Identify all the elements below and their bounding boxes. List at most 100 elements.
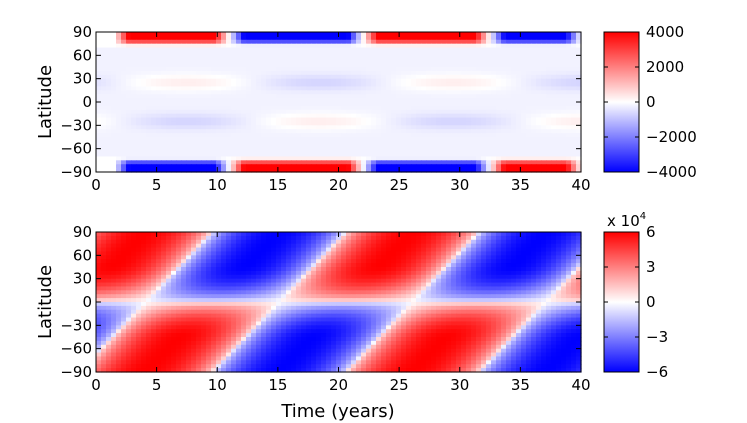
heatmap-cell xyxy=(221,86,227,91)
heatmap-cell xyxy=(251,251,257,256)
heatmap-cell xyxy=(261,247,267,253)
heatmap-cell xyxy=(271,90,277,95)
heatmap-cell xyxy=(271,113,277,119)
heatmap-cell xyxy=(146,140,152,146)
heatmap-cell xyxy=(336,121,342,126)
heatmap-cell xyxy=(536,39,542,45)
heatmap-cell xyxy=(251,32,257,37)
heatmap-cell xyxy=(206,156,212,161)
heatmap-cell xyxy=(286,168,292,173)
heatmap-cell xyxy=(231,74,237,80)
heatmap-cell xyxy=(561,39,567,45)
heatmap-cell xyxy=(416,109,422,115)
heatmap-cell xyxy=(396,86,402,91)
heatmap-cell xyxy=(526,232,532,237)
heatmap-cell xyxy=(336,282,342,288)
heatmap-cell xyxy=(481,263,487,268)
heatmap-cell xyxy=(236,63,242,68)
heatmap-cell xyxy=(531,152,537,158)
heatmap-cell xyxy=(141,282,147,288)
heatmap-cell xyxy=(341,247,347,253)
heatmap-cell xyxy=(556,113,562,119)
heatmap-cell xyxy=(531,55,537,60)
heatmap-cell xyxy=(121,129,127,134)
heatmap-cell xyxy=(106,39,112,45)
heatmap-cell xyxy=(316,235,322,241)
heatmap-cell xyxy=(331,105,337,111)
heatmap-cell xyxy=(236,270,242,276)
heatmap-cell xyxy=(531,47,537,53)
heatmap-cell xyxy=(211,74,217,80)
heatmap-cell xyxy=(256,82,262,88)
heatmap-cell xyxy=(171,152,177,158)
heatmap-cell xyxy=(311,70,317,76)
heatmap-cell xyxy=(571,82,577,88)
heatmap-cell xyxy=(196,86,202,91)
heatmap-cell xyxy=(381,86,387,91)
heatmap-cell xyxy=(451,70,457,76)
heatmap-cell xyxy=(256,35,262,41)
heatmap-cell xyxy=(106,35,112,41)
heatmap-cell xyxy=(176,63,182,68)
heatmap-cell xyxy=(411,263,417,268)
heatmap-cell xyxy=(121,144,127,150)
heatmap-cell xyxy=(396,47,402,53)
heatmap-cell xyxy=(566,168,572,173)
heatmap-cell xyxy=(131,152,137,158)
heatmap-cell xyxy=(411,98,417,103)
heatmap-cell xyxy=(471,86,477,91)
heatmap-cell xyxy=(296,74,302,80)
heatmap-cell xyxy=(256,274,262,280)
heatmap-cell xyxy=(171,239,177,245)
heatmap-cell xyxy=(176,86,182,91)
heatmap-cell xyxy=(281,70,287,76)
heatmap-cell xyxy=(206,55,212,60)
heatmap-cell xyxy=(561,43,567,49)
heatmap-cell xyxy=(256,129,262,134)
heatmap-cell xyxy=(431,270,437,276)
heatmap-cell xyxy=(426,94,432,99)
heatmap-cell xyxy=(556,125,562,130)
heatmap-cell xyxy=(266,259,272,264)
heatmap-cell xyxy=(466,121,472,126)
heatmap-cell xyxy=(111,152,117,158)
heatmap-cell xyxy=(221,55,227,60)
heatmap-cell xyxy=(106,144,112,150)
heatmap-cell xyxy=(391,137,397,142)
heatmap-cell xyxy=(376,259,382,264)
heatmap-cell xyxy=(351,152,357,158)
heatmap-cell xyxy=(426,232,432,237)
heatmap-cell xyxy=(541,121,547,126)
heatmap-cell xyxy=(346,67,352,72)
heatmap-cell xyxy=(406,133,412,138)
heatmap-cell xyxy=(231,156,237,161)
heatmap-cell xyxy=(96,94,102,99)
heatmap-cell xyxy=(146,129,152,134)
heatmap-cell xyxy=(156,168,162,173)
heatmap-cell xyxy=(391,78,397,84)
heatmap-cell xyxy=(481,86,487,91)
heatmap-cell xyxy=(241,59,247,64)
heatmap-cell xyxy=(126,102,132,107)
heatmap-cell xyxy=(321,74,327,80)
heatmap-cell xyxy=(191,117,197,123)
heatmap-cell xyxy=(466,94,472,99)
heatmap-cell xyxy=(546,247,552,253)
heatmap-cell xyxy=(416,232,422,237)
heatmap-cell xyxy=(151,51,157,56)
heatmap-cell xyxy=(116,74,122,80)
heatmap-cell xyxy=(166,43,172,49)
heatmap-cell xyxy=(116,43,122,49)
heatmap-cell xyxy=(236,259,242,264)
heatmap-cell xyxy=(276,148,282,154)
heatmap-cell xyxy=(501,251,507,256)
heatmap-cell xyxy=(356,140,362,146)
heatmap-cell xyxy=(496,90,502,95)
heatmap-cell xyxy=(396,267,402,272)
heatmap-cell xyxy=(321,113,327,119)
heatmap-cell xyxy=(421,35,427,41)
heatmap-cell xyxy=(96,121,102,126)
heatmap-cell xyxy=(521,78,527,84)
heatmap-cell xyxy=(316,267,322,272)
heatmap-cell xyxy=(561,263,567,268)
